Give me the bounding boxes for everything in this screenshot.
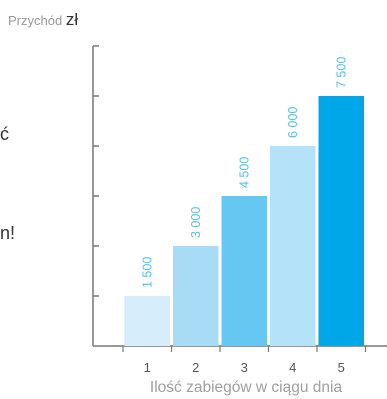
- x-tick-label: 1: [144, 360, 151, 375]
- x-tick-label: 2: [192, 360, 199, 375]
- bar-1: [124, 296, 170, 346]
- bar-value-label: 4 500: [237, 157, 251, 188]
- bar-value-label: 1 500: [140, 257, 154, 288]
- x-tick-label: 4: [289, 360, 296, 375]
- x-tick-label: 5: [338, 360, 345, 375]
- left-edge-fragment-2: n!: [0, 223, 16, 243]
- bar-2: [173, 246, 219, 346]
- left-edge-fragment-1: ć: [0, 124, 9, 144]
- bar-4: [270, 146, 316, 346]
- bar-value-label: 3 000: [189, 207, 203, 238]
- bar-5: [318, 96, 364, 346]
- bar-value-label: 6 000: [286, 107, 300, 138]
- y-axis-label: Przychód zł: [8, 10, 78, 29]
- bar-value-label: 7 500: [334, 57, 348, 88]
- x-axis-label: Ilość zabiegów w ciągu dnia: [150, 379, 343, 396]
- bar-3: [221, 196, 267, 346]
- x-tick-label: 3: [241, 360, 248, 375]
